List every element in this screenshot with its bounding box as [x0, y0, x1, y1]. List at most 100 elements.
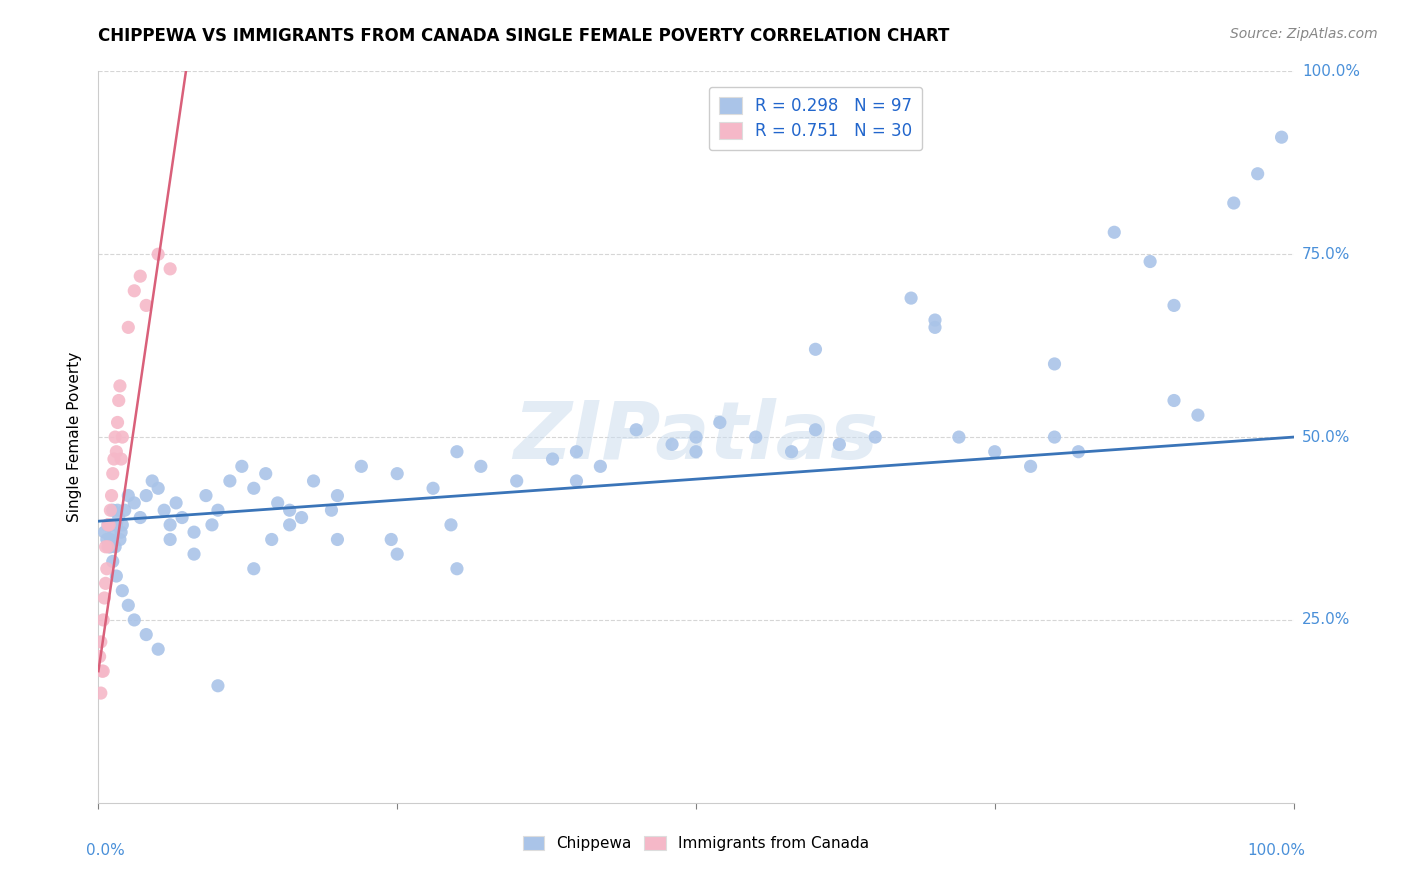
Point: [101, 467, 124, 481]
Point: [254, 467, 277, 481]
Point: [100, 517, 122, 532]
Point: [661, 437, 683, 451]
Point: [207, 679, 229, 693]
Point: [948, 430, 970, 444]
Point: [1271, 130, 1294, 145]
Point: [91, 664, 114, 678]
Point: [105, 444, 128, 458]
Point: [422, 481, 444, 495]
Point: [97, 517, 120, 532]
Point: [685, 430, 707, 444]
Point: [828, 437, 851, 451]
Point: [103, 452, 125, 467]
Point: [94, 576, 117, 591]
Point: [107, 503, 129, 517]
Point: [148, 247, 170, 261]
Point: [98, 533, 122, 547]
Point: [93, 591, 115, 605]
Point: [1163, 298, 1185, 312]
Point: [385, 547, 409, 561]
Point: [470, 459, 492, 474]
Point: [326, 489, 349, 503]
Text: CHIPPEWA VS IMMIGRANTS FROM CANADA SINGLE FEMALE POVERTY CORRELATION CHART: CHIPPEWA VS IMMIGRANTS FROM CANADA SINGL…: [98, 27, 950, 45]
Point: [984, 444, 1007, 458]
Point: [183, 525, 205, 540]
Point: [104, 540, 127, 554]
Point: [278, 503, 301, 517]
Point: [111, 430, 134, 444]
Point: [141, 474, 163, 488]
Point: [1163, 393, 1185, 408]
Point: [96, 533, 118, 547]
Point: [165, 496, 187, 510]
Point: [103, 525, 125, 540]
Point: [124, 284, 146, 298]
Point: [91, 664, 114, 678]
Point: [91, 613, 114, 627]
Point: [626, 423, 648, 437]
Point: [350, 459, 373, 474]
Point: [98, 540, 121, 554]
Point: [117, 599, 139, 613]
Point: [153, 503, 176, 517]
Point: [96, 562, 118, 576]
Point: [107, 416, 129, 430]
Text: 75.0%: 75.0%: [1302, 247, 1350, 261]
Point: [1223, 196, 1246, 211]
Point: [111, 583, 134, 598]
Point: [129, 510, 152, 524]
Point: [1043, 430, 1066, 444]
Point: [385, 467, 409, 481]
Point: [709, 416, 731, 430]
Text: 100.0%: 100.0%: [1302, 64, 1360, 78]
Point: [107, 393, 129, 408]
Point: [98, 503, 122, 517]
Point: [93, 525, 115, 540]
Point: [1043, 357, 1066, 371]
Text: 100.0%: 100.0%: [1247, 843, 1306, 858]
Point: [243, 481, 266, 495]
Point: [98, 540, 122, 554]
Point: [172, 510, 194, 524]
Point: [159, 517, 181, 532]
Point: [865, 430, 887, 444]
Point: [110, 525, 132, 540]
Point: [135, 489, 157, 503]
Point: [589, 459, 612, 474]
Point: [446, 562, 468, 576]
Point: [565, 444, 588, 458]
Point: [745, 430, 768, 444]
Point: [780, 444, 803, 458]
Point: [207, 503, 229, 517]
Text: 0.0%: 0.0%: [87, 843, 125, 858]
Point: [183, 547, 205, 561]
Point: [135, 298, 157, 312]
Point: [231, 459, 253, 474]
Y-axis label: Single Female Poverty: Single Female Poverty: [67, 352, 83, 522]
Point: [124, 496, 146, 510]
Point: [148, 481, 170, 495]
Point: [1067, 444, 1090, 458]
Point: [1019, 459, 1042, 474]
Point: [89, 649, 111, 664]
Point: [1247, 167, 1270, 181]
Text: 50.0%: 50.0%: [1302, 430, 1350, 444]
Point: [107, 510, 129, 524]
Point: [100, 489, 122, 503]
Point: [104, 430, 127, 444]
Point: [111, 517, 134, 532]
Point: [924, 313, 946, 327]
Point: [278, 517, 301, 532]
Point: [565, 474, 588, 488]
Point: [159, 261, 181, 276]
Point: [326, 533, 349, 547]
Point: [380, 533, 402, 547]
Point: [90, 686, 112, 700]
Point: [110, 452, 132, 467]
Text: ZIPatlas: ZIPatlas: [513, 398, 879, 476]
Point: [1139, 254, 1161, 268]
Point: [114, 503, 136, 517]
Point: [219, 474, 242, 488]
Point: [506, 474, 529, 488]
Point: [129, 269, 152, 284]
